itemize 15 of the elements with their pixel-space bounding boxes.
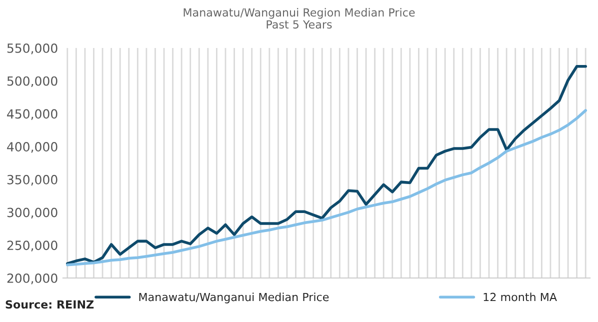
y-tick-label: 400,000 — [7, 142, 58, 153]
y-tick-label: 350,000 — [7, 174, 58, 186]
chart-title: Manawatu/Wanganui Region Median Price — [184, 8, 415, 19]
y-tick-label: 450,000 — [7, 109, 58, 120]
chart-subtitle: Past 5 Years — [266, 20, 332, 29]
y-tick-label: 550,000 — [7, 43, 58, 54]
legend-label: Manawatu/Wanganui Median Price — [139, 292, 329, 304]
y-tick-label: 500,000 — [7, 76, 58, 88]
line-series — [66, 65, 587, 265]
y-tick-label: 300,000 — [7, 208, 58, 218]
legend-label: 12 month MA — [484, 292, 557, 302]
y-tick-label: 200,000 — [7, 273, 58, 284]
y-tick-label: 250,000 — [7, 240, 58, 252]
line-series — [66, 109, 587, 266]
source-note: Source: REINZ — [6, 300, 94, 309]
